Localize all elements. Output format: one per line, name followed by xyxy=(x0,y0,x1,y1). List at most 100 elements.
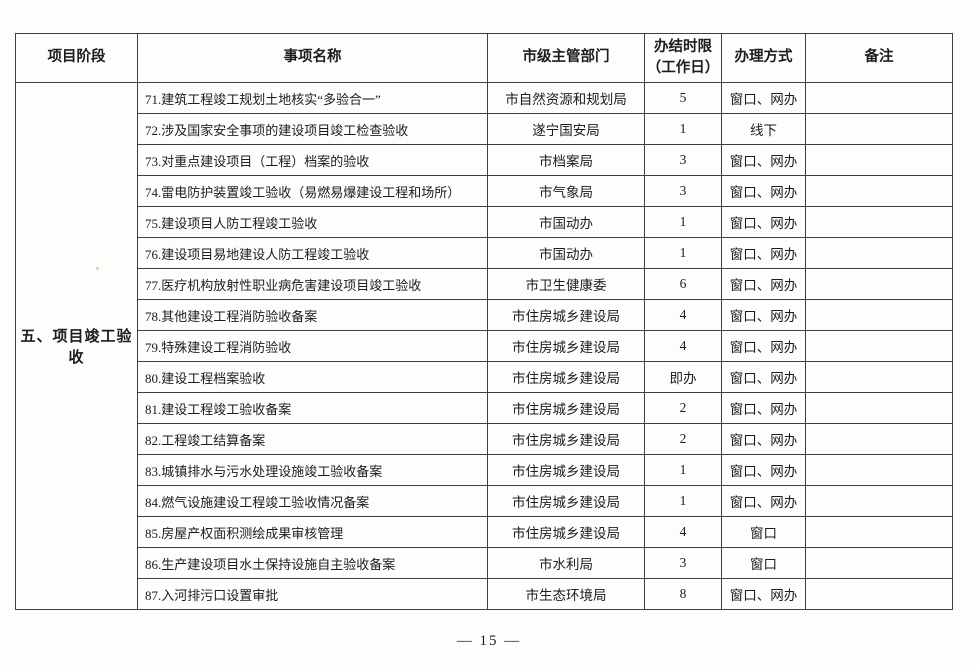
time-limit-cell: 即办 xyxy=(644,361,722,393)
remark-cell xyxy=(805,454,953,486)
item-name-cell: 81.建设工程竣工验收备案 xyxy=(137,392,488,424)
item-name-cell: 73.对重点建设项目（工程）档案的验收 xyxy=(137,144,488,176)
method-cell: 线下 xyxy=(721,113,806,145)
time-limit-cell: 1 xyxy=(644,113,722,145)
method-cell: 窗口、网办 xyxy=(721,237,806,269)
table-row: 78.其他建设工程消防验收备案 市住房城乡建设局 4 窗口、网办 xyxy=(16,299,953,331)
table-row: 75.建设项目人防工程竣工验收 市国动办 1 窗口、网办 xyxy=(16,206,953,238)
method-cell: 窗口、网办 xyxy=(721,82,806,114)
remark-cell xyxy=(805,237,953,269)
table-row: 86.生产建设项目水土保持设施自主验收备案 市水利局 3 窗口 xyxy=(16,547,953,579)
time-limit-cell: 2 xyxy=(644,392,722,424)
item-name-cell: 85.房屋产权面积测绘成果审核管理 xyxy=(137,516,488,548)
remark-cell xyxy=(805,268,953,300)
department-cell: 市自然资源和规划局 xyxy=(487,82,645,114)
page-number: — 15 — xyxy=(456,633,522,649)
method-cell: 窗口、网办 xyxy=(721,485,806,517)
item-name-cell: 71.建筑工程竣工规划土地核实“多验合一” xyxy=(137,82,488,114)
item-name-cell: 77.医疗机构放射性职业病危害建设项目竣工验收 xyxy=(137,268,488,300)
table-row: 五、项目竣工验收 71.建筑工程竣工规划土地核实“多验合一” 市自然资源和规划局 … xyxy=(15,82,953,610)
item-name-cell: 82.工程竣工结算备案 xyxy=(137,423,488,455)
remark-cell xyxy=(805,578,953,610)
header-item-name: 事项名称 xyxy=(137,33,488,83)
method-cell: 窗口、网办 xyxy=(721,175,806,207)
header-row: 项目阶段 事项名称 市级主管部门 办结时限 （工作日） 办理方式 备注 xyxy=(15,33,953,83)
table-row: 85.房屋产权面积测绘成果审核管理 市住房城乡建设局 4 窗口 xyxy=(16,516,953,548)
department-cell: 市水利局 xyxy=(487,547,645,579)
department-cell: 市住房城乡建设局 xyxy=(487,485,645,517)
item-name-cell: 86.生产建设项目水土保持设施自主验收备案 xyxy=(137,547,488,579)
time-limit-cell: 1 xyxy=(644,485,722,517)
header-stage: 项目阶段 xyxy=(15,33,138,83)
remark-cell xyxy=(805,175,953,207)
method-cell: 窗口、网办 xyxy=(721,361,806,393)
table-row: 73.对重点建设项目（工程）档案的验收 市档案局 3 窗口、网办 xyxy=(16,144,953,176)
remark-cell xyxy=(805,113,953,145)
time-limit-cell: 4 xyxy=(644,516,722,548)
method-cell: 窗口 xyxy=(721,547,806,579)
table-row: 77.医疗机构放射性职业病危害建设项目竣工验收 市卫生健康委 6 窗口、网办 xyxy=(16,268,953,300)
table-row: 72.涉及国家安全事项的建设项目竣工检查验收 遂宁国安局 1 线下 xyxy=(16,113,953,145)
department-cell: 市卫生健康委 xyxy=(487,268,645,300)
method-cell: 窗口、网办 xyxy=(721,392,806,424)
remark-cell xyxy=(805,485,953,517)
table-row: 79.特殊建设工程消防验收 市住房城乡建设局 4 窗口、网办 xyxy=(16,330,953,362)
department-cell: 市国动办 xyxy=(487,237,645,269)
department-cell: 市住房城乡建设局 xyxy=(487,299,645,331)
remark-cell xyxy=(805,361,953,393)
header-remark: 备注 xyxy=(805,33,953,83)
header-time-limit: 办结时限 （工作日） xyxy=(644,33,722,83)
table-row: 76.建设项目易地建设人防工程竣工验收 市国动办 1 窗口、网办 xyxy=(16,237,953,269)
header-method: 办理方式 xyxy=(721,33,806,83)
department-cell: 市住房城乡建设局 xyxy=(487,516,645,548)
method-cell: 窗口、网办 xyxy=(721,423,806,455)
table-row: 80.建设工程档案验收 市住房城乡建设局 即办 窗口、网办 xyxy=(16,361,953,393)
time-limit-cell: 3 xyxy=(644,547,722,579)
time-limit-cell: 3 xyxy=(644,144,722,176)
item-name-cell: 75.建设项目人防工程竣工验收 xyxy=(137,206,488,238)
scan-artifact-dot xyxy=(96,267,99,270)
item-name-cell: 87.入河排污口设置审批 xyxy=(137,578,488,610)
time-limit-cell: 8 xyxy=(644,578,722,610)
item-name-cell: 76.建设项目易地建设人防工程竣工验收 xyxy=(137,237,488,269)
item-name-cell: 72.涉及国家安全事项的建设项目竣工检查验收 xyxy=(137,113,488,145)
time-limit-cell: 2 xyxy=(644,423,722,455)
approval-items-table: 项目阶段 事项名称 市级主管部门 办结时限 （工作日） 办理方式 备注 五、项目竣… xyxy=(15,33,953,610)
method-cell: 窗口、网办 xyxy=(721,330,806,362)
stage-cell: 五、项目竣工验收 xyxy=(15,82,138,610)
department-cell: 市国动办 xyxy=(487,206,645,238)
item-name-cell: 78.其他建设工程消防验收备案 xyxy=(137,299,488,331)
department-cell: 市生态环境局 xyxy=(487,578,645,610)
department-cell: 遂宁国安局 xyxy=(487,113,645,145)
method-cell: 窗口、网办 xyxy=(721,578,806,610)
department-cell: 市住房城乡建设局 xyxy=(487,454,645,486)
table-row: 84.燃气设施建设工程竣工验收情况备案 市住房城乡建设局 1 窗口、网办 xyxy=(16,485,953,517)
department-cell: 市住房城乡建设局 xyxy=(487,423,645,455)
table-row: 83.城镇排水与污水处理设施竣工验收备案 市住房城乡建设局 1 窗口、网办 xyxy=(16,454,953,486)
time-limit-cell: 6 xyxy=(644,268,722,300)
department-cell: 市档案局 xyxy=(487,144,645,176)
time-limit-cell: 5 xyxy=(644,82,722,114)
header-time-limit-line2: （工作日） xyxy=(646,60,720,76)
remark-cell xyxy=(805,144,953,176)
department-cell: 市住房城乡建设局 xyxy=(487,392,645,424)
department-cell: 市住房城乡建设局 xyxy=(487,330,645,362)
item-name-cell: 74.雷电防护装置竣工验收（易燃易爆建设工程和场所） xyxy=(137,175,488,207)
table-row: 87.入河排污口设置审批 市生态环境局 8 窗口、网办 xyxy=(16,578,953,610)
remark-cell xyxy=(805,206,953,238)
table-row: 81.建设工程竣工验收备案 市住房城乡建设局 2 窗口、网办 xyxy=(16,392,953,424)
header-time-limit-line1: 办结时限 xyxy=(654,38,712,55)
remark-cell xyxy=(805,423,953,455)
table-row: 82.工程竣工结算备案 市住房城乡建设局 2 窗口、网办 xyxy=(16,423,953,455)
remark-cell xyxy=(805,547,953,579)
method-cell: 窗口、网办 xyxy=(721,299,806,331)
remark-cell xyxy=(805,516,953,548)
remark-cell xyxy=(805,82,953,114)
time-limit-cell: 1 xyxy=(644,237,722,269)
time-limit-cell: 3 xyxy=(644,175,722,207)
method-cell: 窗口、网办 xyxy=(721,268,806,300)
item-name-cell: 80.建设工程档案验收 xyxy=(137,361,488,393)
item-name-cell: 79.特殊建设工程消防验收 xyxy=(137,330,488,362)
time-limit-cell: 4 xyxy=(644,299,722,331)
